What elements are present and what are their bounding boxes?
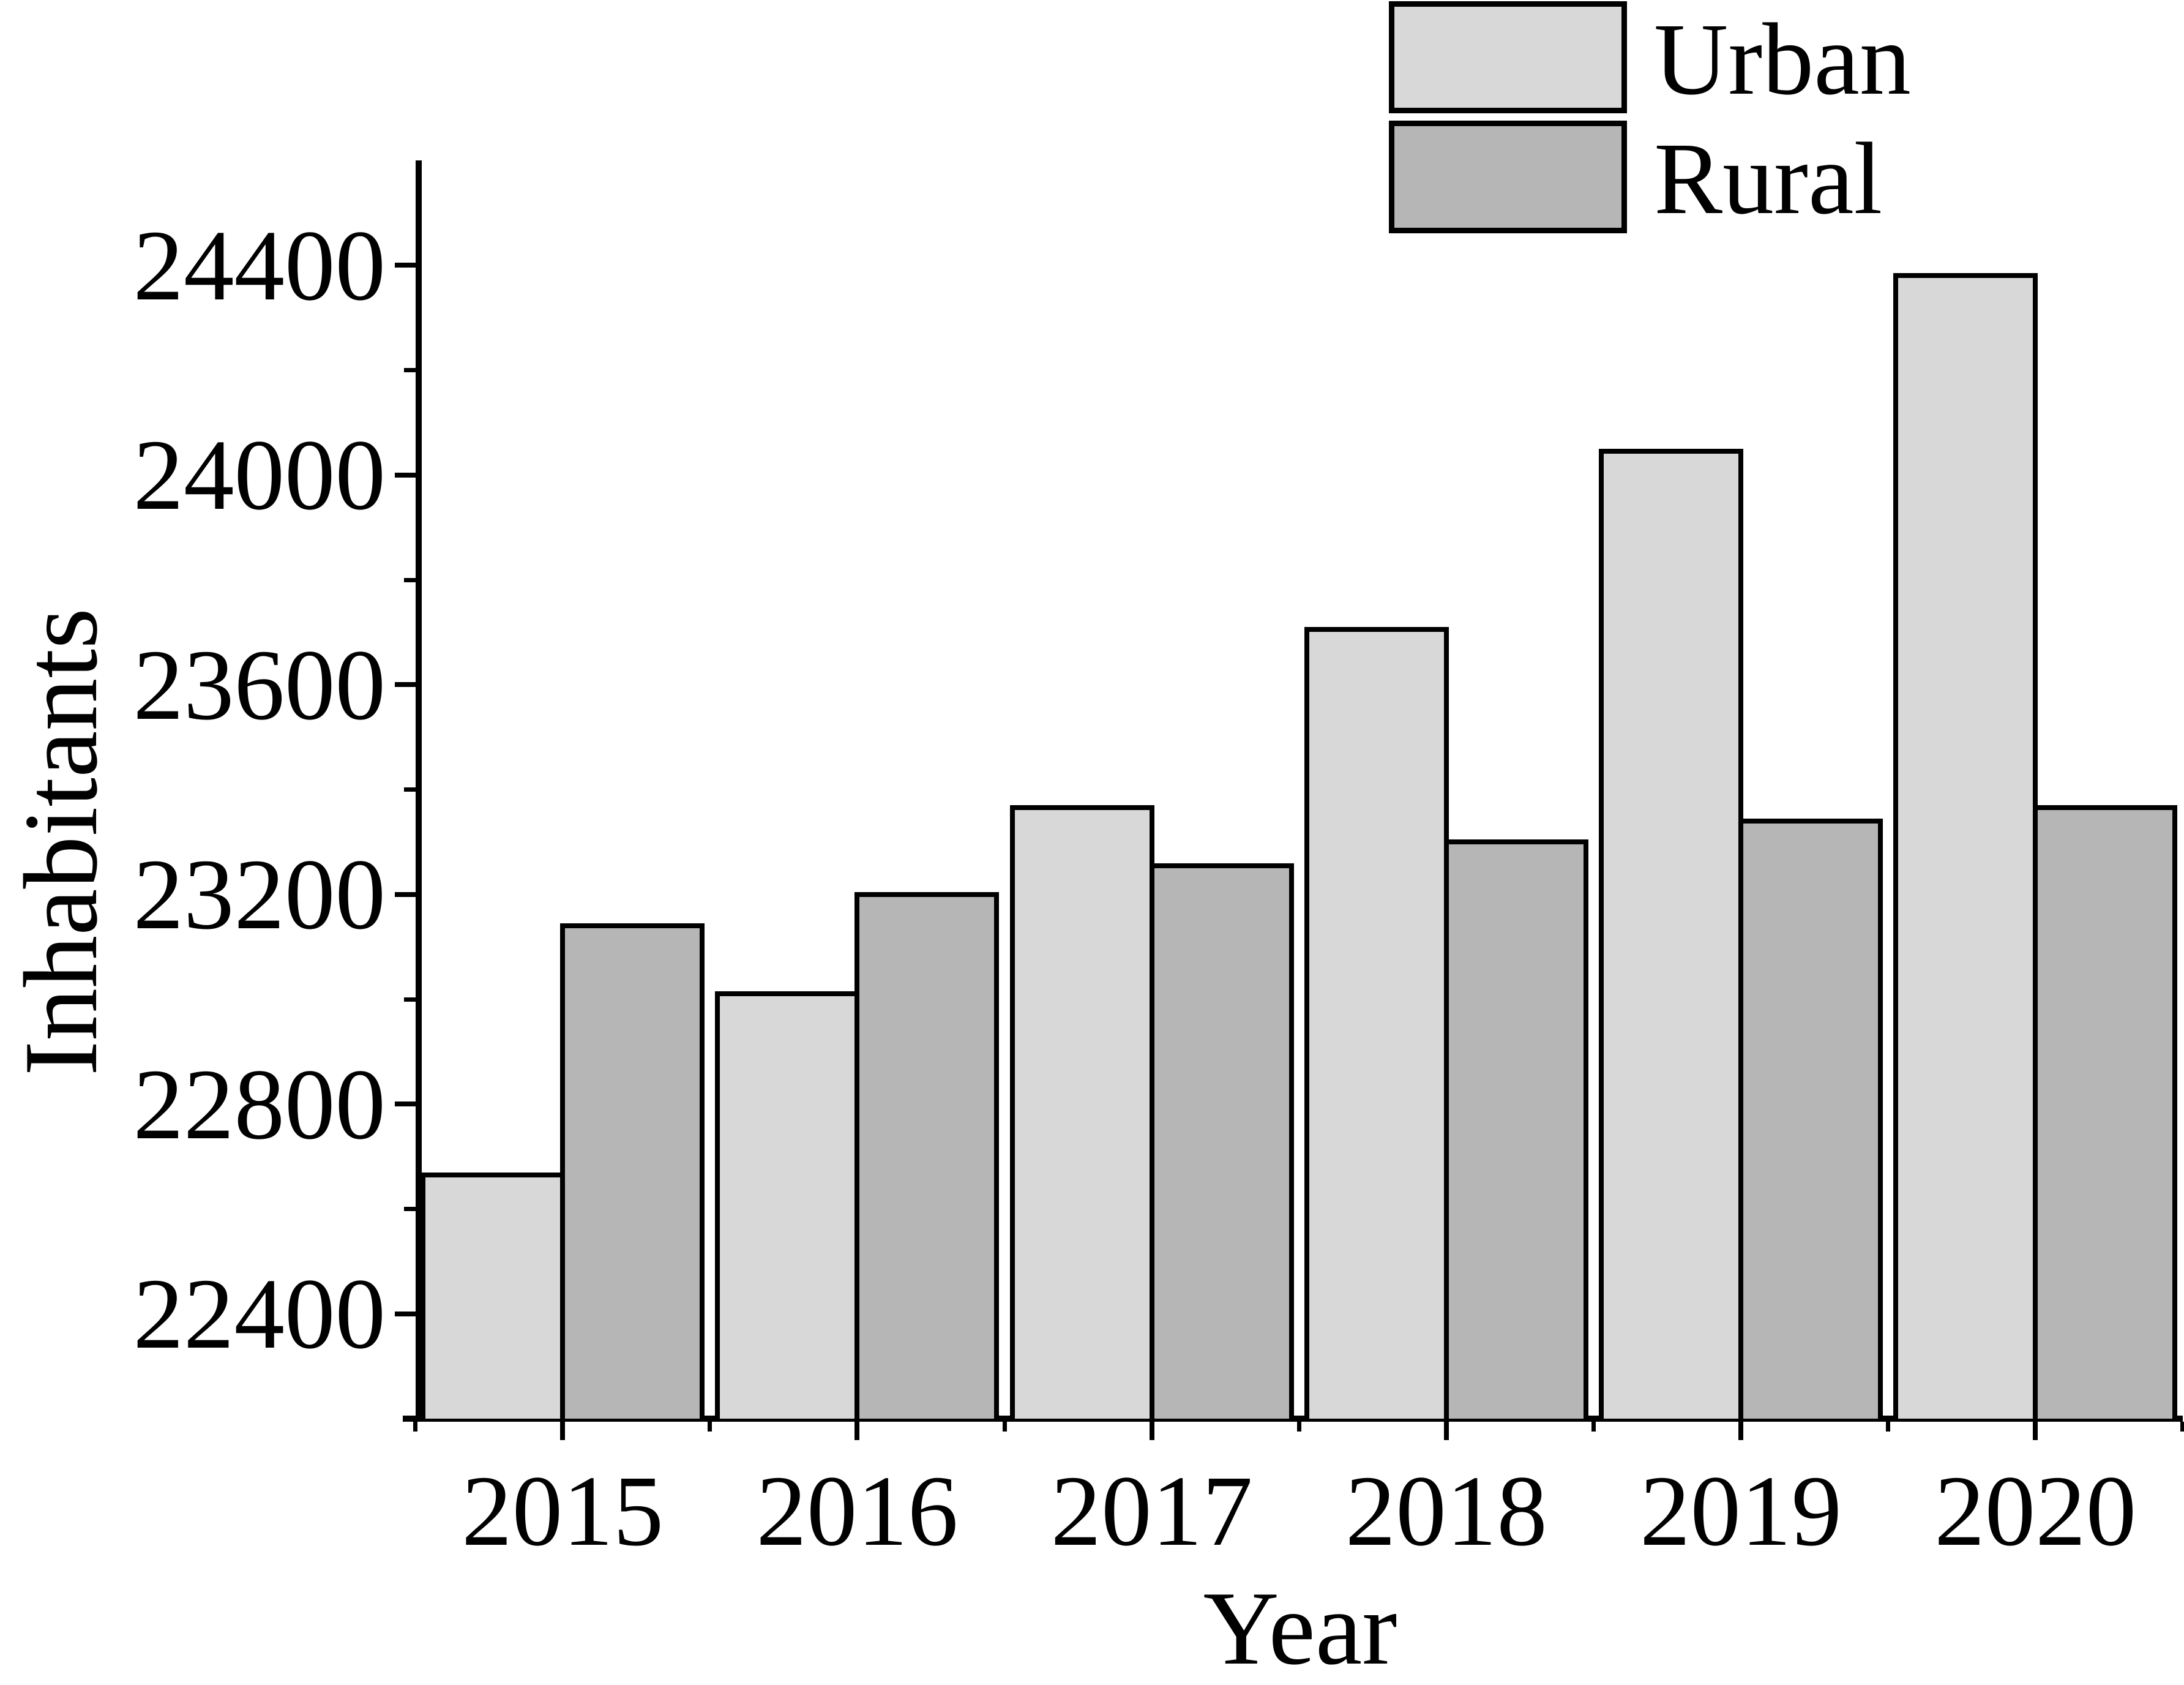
y-axis-line (416, 160, 422, 1422)
x-minor-tick-5 (1886, 1422, 1891, 1432)
bar-rural-2015 (560, 923, 705, 1419)
y-major-tick-24400 (395, 263, 416, 268)
x-minor-tick-1 (708, 1422, 712, 1432)
y-minor-tick-22600 (404, 1207, 416, 1211)
bar-urban-2015 (421, 1172, 566, 1419)
y-major-tick-23600 (395, 682, 416, 688)
x-tick-label-2016: 2016 (756, 1455, 959, 1567)
legend-swatch-urban (1389, 1, 1627, 113)
x-minor-tick-2 (1002, 1422, 1007, 1432)
y-tick-label-24000: 24000 (133, 419, 386, 531)
bar-urban-2017 (1009, 805, 1154, 1419)
bar-urban-2016 (715, 991, 860, 1419)
legend-label-rural: Rural (1654, 122, 1883, 236)
x-major-tick-2016 (855, 1422, 860, 1440)
bar-rural-2017 (1149, 863, 1294, 1419)
y-tick-label-24400: 24400 (133, 209, 386, 321)
x-major-tick-2020 (2033, 1422, 2038, 1440)
bar-urban-2018 (1304, 627, 1449, 1419)
x-major-tick-2015 (560, 1422, 566, 1440)
bar-rural-2020 (2033, 805, 2178, 1419)
bar-rural-2018 (1443, 839, 1588, 1419)
x-tick-label-2018: 2018 (1345, 1455, 1547, 1567)
x-tick-label-2017: 2017 (1050, 1455, 1253, 1567)
y-major-tick-22800 (395, 1101, 416, 1107)
bar-urban-2019 (1599, 449, 1743, 1419)
y-major-tick-23200 (395, 891, 416, 897)
x-minor-tick-3 (1296, 1422, 1301, 1432)
x-minor-tick-6 (2180, 1422, 2184, 1432)
y-major-tick-24000 (395, 472, 416, 478)
y-tick-label-22800: 22800 (133, 1048, 386, 1160)
x-axis-title: Year (1203, 1571, 1397, 1685)
bar-rural-2016 (855, 891, 1000, 1419)
x-major-tick-2018 (1443, 1422, 1449, 1440)
y-tick-label-23200: 23200 (133, 838, 386, 951)
y-minor-tick-24200 (404, 368, 416, 372)
x-tick-label-2020: 2020 (1934, 1455, 2137, 1567)
legend-swatch-rural (1389, 121, 1627, 233)
y-major-tick-22400 (395, 1311, 416, 1316)
bar-rural-2019 (1738, 818, 1883, 1419)
bar-urban-2020 (1893, 273, 2038, 1419)
legend-label-urban: Urban (1654, 2, 1911, 116)
y-tick-label-23600: 23600 (133, 628, 386, 741)
y-minor-tick-23400 (404, 787, 416, 792)
y-minor-tick-23800 (404, 577, 416, 582)
x-tick-label-2019: 2019 (1640, 1455, 1842, 1567)
x-major-tick-2019 (1738, 1422, 1743, 1440)
y-minor-tick-23000 (404, 997, 416, 1002)
x-axis-line (403, 1416, 2183, 1422)
y-tick-label-22400: 22400 (133, 1258, 386, 1370)
x-tick-label-2015: 2015 (462, 1455, 664, 1567)
x-minor-tick-0 (413, 1422, 418, 1432)
x-minor-tick-4 (1591, 1422, 1596, 1432)
x-major-tick-2017 (1149, 1422, 1154, 1440)
